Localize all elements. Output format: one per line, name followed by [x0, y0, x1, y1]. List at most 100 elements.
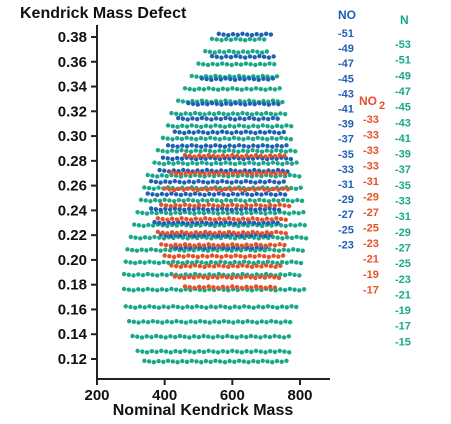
point-no2: [187, 242, 192, 248]
point-n: [128, 260, 133, 265]
point-n: [240, 320, 246, 325]
point-n: [197, 111, 203, 116]
point-no2: [240, 263, 245, 268]
point-n: [268, 210, 273, 215]
point-no: [196, 129, 201, 134]
point-no2: [224, 253, 229, 259]
point-no2: [244, 153, 249, 158]
point-n: [170, 259, 176, 264]
point-no2: [192, 170, 198, 175]
point-n: [279, 124, 284, 129]
series-no2-label: -31: [363, 176, 379, 188]
point-n: [298, 260, 304, 266]
point-n: [280, 197, 286, 202]
point-n: [237, 160, 242, 166]
point-no2: [214, 254, 219, 259]
point-n: [238, 37, 243, 42]
point-no2: [168, 243, 173, 248]
point-n: [183, 272, 188, 277]
point-no: [190, 116, 195, 121]
point-n: [239, 87, 245, 92]
point-n: [136, 223, 142, 228]
point-no: [173, 192, 179, 197]
point-no: [242, 220, 247, 226]
point-n: [176, 98, 181, 103]
point-no: [242, 102, 248, 107]
point-no: [272, 179, 277, 185]
point-n: [189, 260, 195, 265]
point-no2: [214, 187, 219, 192]
point-no: [230, 31, 236, 37]
point-no2: [188, 231, 194, 236]
point-n: [212, 136, 218, 141]
point-n: [176, 160, 181, 165]
point-no2: [196, 274, 201, 279]
point-no: [230, 191, 236, 197]
point-n: [169, 271, 174, 277]
point-no2: [178, 171, 184, 177]
point-no: [197, 192, 203, 197]
point-no: [167, 180, 173, 185]
point-n: [247, 197, 253, 203]
point-n: [142, 185, 147, 190]
point-no: [234, 179, 239, 184]
point-no2: [261, 187, 267, 192]
point-n: [230, 272, 236, 277]
point-n: [264, 137, 270, 142]
point-no: [252, 102, 257, 107]
point-n: [164, 272, 169, 278]
point-n: [283, 319, 288, 324]
point-n: [205, 198, 210, 204]
point-no: [165, 143, 171, 148]
point-no: [192, 233, 197, 239]
point-no: [204, 116, 209, 121]
point-no2: [165, 217, 170, 222]
point-n: [190, 198, 196, 203]
point-n: [142, 235, 148, 240]
point-n: [241, 123, 247, 129]
point-no2: [192, 285, 197, 291]
point-n: [173, 287, 179, 292]
point-no: [243, 206, 249, 211]
point-no: [199, 76, 205, 81]
point-n: [173, 111, 179, 116]
point-n: [206, 348, 211, 354]
point-no2: [226, 229, 232, 235]
point-no2: [206, 152, 211, 158]
point-n: [232, 304, 237, 309]
point-n: [165, 123, 171, 128]
point-n: [150, 173, 155, 178]
point-n: [284, 358, 289, 363]
point-n: [295, 247, 301, 253]
point-no2: [266, 187, 272, 193]
point-n: [144, 248, 149, 253]
point-n: [275, 161, 280, 166]
point-n: [291, 210, 297, 215]
y-tick-label: 0.18: [58, 277, 87, 294]
point-n: [199, 160, 205, 165]
point-n: [189, 123, 194, 128]
point-n: [174, 223, 180, 228]
point-no2: [243, 274, 249, 279]
point-n: [272, 87, 278, 92]
point-no: [272, 130, 277, 135]
point-no: [240, 31, 245, 37]
point-no2: [196, 153, 202, 158]
point-no: [237, 76, 242, 81]
point-n: [248, 333, 254, 339]
point-no: [245, 32, 250, 37]
point-n: [207, 320, 212, 325]
point-no2: [257, 186, 262, 191]
point-no2: [234, 153, 240, 159]
point-n: [234, 335, 239, 340]
point-n: [223, 160, 228, 165]
point-no: [261, 116, 266, 121]
point-no: [172, 179, 178, 184]
point-n: [262, 334, 268, 339]
point-n: [210, 61, 215, 67]
point-no2: [244, 202, 249, 208]
point-n: [234, 86, 240, 92]
point-n: [209, 161, 214, 167]
point-n: [185, 259, 190, 265]
